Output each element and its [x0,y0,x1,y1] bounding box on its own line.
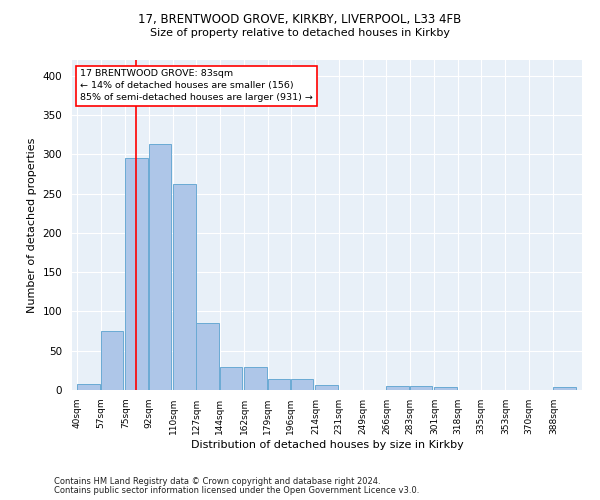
Bar [244,367,267,390]
Bar [291,379,313,390]
Bar [196,323,219,390]
Bar [101,331,123,390]
Text: Contains public sector information licensed under the Open Government Licence v3: Contains public sector information licen… [54,486,419,495]
Text: 17, BRENTWOOD GROVE, KIRKBY, LIVERPOOL, L33 4FB: 17, BRENTWOOD GROVE, KIRKBY, LIVERPOOL, … [139,12,461,26]
Y-axis label: Number of detached properties: Number of detached properties [27,138,37,312]
Bar [125,158,148,390]
Bar [173,184,196,390]
Bar [149,144,171,390]
Bar [553,387,576,390]
Bar [268,379,290,390]
Bar [316,384,338,390]
Bar [434,387,457,390]
Text: Contains HM Land Registry data © Crown copyright and database right 2024.: Contains HM Land Registry data © Crown c… [54,477,380,486]
Bar [386,386,409,390]
Bar [220,367,242,390]
Bar [77,384,100,390]
Bar [410,386,432,390]
X-axis label: Distribution of detached houses by size in Kirkby: Distribution of detached houses by size … [191,440,463,450]
Text: 17 BRENTWOOD GROVE: 83sqm
← 14% of detached houses are smaller (156)
85% of semi: 17 BRENTWOOD GROVE: 83sqm ← 14% of detac… [80,70,313,102]
Text: Size of property relative to detached houses in Kirkby: Size of property relative to detached ho… [150,28,450,38]
